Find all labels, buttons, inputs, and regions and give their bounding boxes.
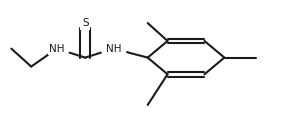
Text: S: S	[82, 18, 89, 28]
Text: NH: NH	[49, 44, 64, 54]
Text: NH: NH	[106, 44, 121, 54]
